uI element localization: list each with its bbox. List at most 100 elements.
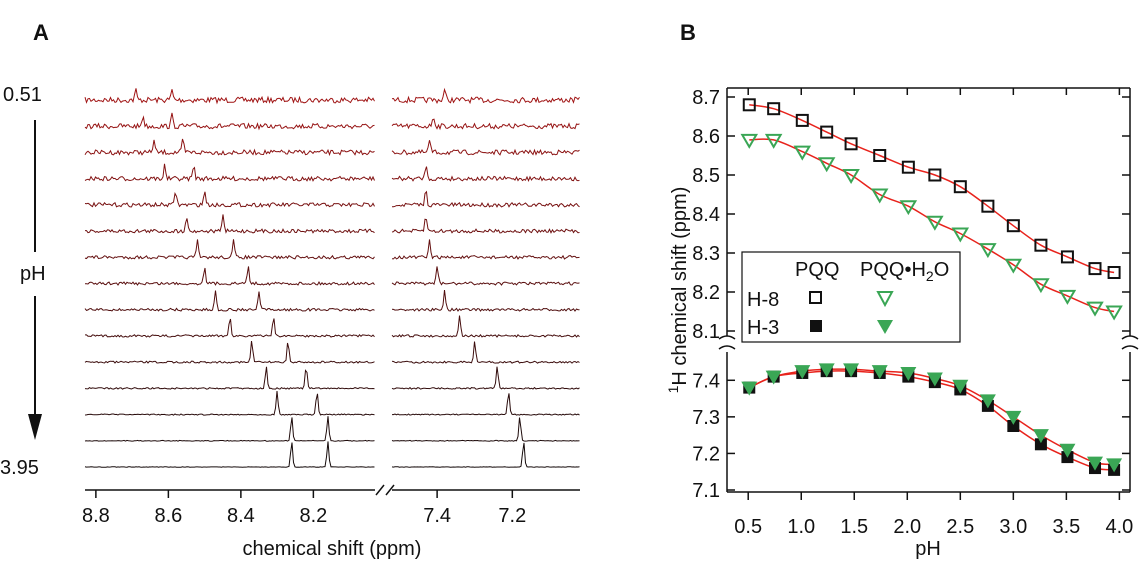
- b-y-tick-label: 8.6: [692, 126, 720, 148]
- spectrum-trace-right: [391, 266, 580, 286]
- b-y-tick-label: 7.4: [692, 370, 720, 392]
- spectrum-trace-right: [391, 366, 580, 390]
- a-x-tick-label: 8.8: [82, 505, 110, 527]
- b-x-tick-label: 3.0: [999, 516, 1027, 538]
- b-data-points: [740, 98, 1123, 476]
- point-h8-pqq: [1107, 266, 1121, 279]
- spectrum-trace-right: [391, 341, 580, 364]
- ph-arrow-label: pH: [20, 263, 46, 285]
- panel-b-letter: B: [680, 20, 696, 45]
- b-y-tick-label: 8.2: [692, 282, 720, 304]
- a-x-axis-break-2: [385, 484, 395, 496]
- b-y-tick-label: 8.5: [692, 165, 720, 187]
- a-x-tick-label: 8.4: [227, 505, 255, 527]
- point-h8-pqq: [844, 137, 858, 151]
- point-h8-pqq-h2o: [1004, 258, 1023, 274]
- point-h8-pqq-h2o: [899, 200, 918, 216]
- spectrum-trace-right: [392, 393, 580, 416]
- point-h8-pqq: [1006, 219, 1020, 233]
- b-x-tick-label: 3.5: [1052, 516, 1080, 538]
- spectrum-trace-left: [84, 163, 375, 183]
- point-h3-pqq-h2o: [818, 363, 835, 378]
- b-x-axis-label: pH: [915, 538, 941, 560]
- point-h8-pqq-h2o: [793, 145, 812, 161]
- a-x-tick-label: 8.6: [154, 505, 182, 527]
- spectrum-trace-left: [85, 214, 375, 234]
- point-h3-pqq-h2o: [1087, 456, 1104, 471]
- legend-col-pqq: PQQ: [795, 259, 839, 281]
- point-h3-pqq-h2o: [952, 379, 969, 394]
- b-y-tick-label: 8.1: [692, 321, 720, 343]
- a-x-tick-label: 7.2: [498, 505, 526, 527]
- a-x-ticks: 8.8 8.6 8.4 8.2 7.4 7.2: [82, 490, 526, 527]
- point-h8-pqq-h2o: [1058, 289, 1077, 305]
- point-h3-pqq-h2o: [794, 365, 811, 380]
- b-x-tick-label: 1.5: [840, 516, 868, 538]
- point-h3-pqq: [1007, 420, 1020, 432]
- point-h8-pqq-h2o: [979, 243, 997, 259]
- b-y-tick-label: 7.1: [692, 480, 720, 502]
- spectrum-trace-right: [391, 140, 580, 156]
- b-y-tick-label: 7.3: [692, 407, 720, 429]
- spectrum-trace-left: [84, 290, 375, 312]
- legend-col-pqq-h2o: PQQ•H2O: [860, 259, 949, 284]
- point-h8-pqq-h2o: [870, 188, 889, 204]
- point-h8-pqq: [742, 98, 756, 112]
- spectrum-trace-right: [391, 290, 580, 312]
- b-x-tick-label: 4.0: [1105, 516, 1133, 538]
- spectrum-trace-left: [84, 341, 375, 364]
- spectrum-trace-right: [391, 417, 580, 442]
- point-h8-pqq-h2o: [926, 215, 944, 231]
- point-h3-pqq-h2o: [1059, 443, 1076, 458]
- legend-row-h3: H-3: [747, 317, 779, 339]
- point-h3-pqq: [1034, 438, 1047, 451]
- spectrum-trace-right: [391, 87, 580, 105]
- spectrum-trace-left: [84, 266, 375, 286]
- point-h8-pqq-h2o: [764, 133, 783, 149]
- b-y-tick-label: 8.4: [692, 204, 720, 226]
- spectrum-trace-left: [84, 441, 375, 468]
- b-x-tick-label: 2.0: [893, 516, 921, 538]
- a-x-axis-break-1: [375, 484, 385, 496]
- b-right-axis-break: [1121, 335, 1139, 350]
- spectrum-trace-left: [84, 391, 375, 416]
- a-x-tick-label: 8.2: [299, 505, 327, 527]
- point-h3-pqq-h2o: [1005, 410, 1022, 425]
- a-x-axis-label: chemical shift (ppm): [243, 538, 422, 560]
- spectrum-trace-left: [84, 138, 375, 157]
- point-h3-pqq-h2o: [765, 370, 782, 385]
- b-y-tick-label: 8.3: [692, 243, 720, 265]
- spectrum-trace-left: [84, 88, 375, 105]
- fit-curve: [749, 104, 1115, 274]
- ph-top-label: 0.51: [3, 84, 42, 106]
- spectrum-trace-left: [84, 416, 375, 442]
- spectrum-trace-left: [84, 366, 375, 390]
- b-y-axis-label: 1H chemical shift (ppm): [665, 187, 691, 394]
- point-h8-pqq: [820, 125, 834, 139]
- b-x-tick-label: 2.5: [946, 516, 974, 538]
- point-h8-pqq-h2o: [842, 169, 860, 184]
- spectra-stack: [84, 87, 580, 468]
- point-h8-pqq: [767, 102, 781, 116]
- legend-marker-h8-pqq-h2o: [876, 291, 894, 308]
- point-h3-pqq-h2o: [843, 363, 860, 378]
- point-h3-pqq-h2o: [979, 394, 996, 409]
- spectrum-trace-right: [391, 442, 580, 468]
- point-h8-pqq-h2o: [951, 227, 970, 243]
- legend-marker-h3-pqq-h2o: [877, 320, 893, 334]
- spectrum-trace-right: [391, 118, 580, 131]
- a-x-tick-label: 7.4: [423, 505, 451, 527]
- b-y-tick-label: 7.2: [692, 443, 720, 465]
- point-h3-pqq-h2o: [926, 372, 943, 387]
- point-h8-pqq: [873, 149, 887, 162]
- spectrum-trace-left: [85, 318, 375, 338]
- legend: PQQ PQQ•H2O H-8 H-3: [741, 251, 961, 343]
- point-h8-pqq: [953, 180, 967, 194]
- point-h3-pqq-h2o: [871, 365, 888, 380]
- b-y-tick-label: 8.7: [692, 87, 720, 109]
- spectrum-trace-left: [84, 191, 375, 208]
- b-x-tick-label: 1.0: [787, 516, 815, 538]
- point-h8-pqq-h2o: [1086, 301, 1104, 317]
- spectrum-trace-right: [391, 315, 580, 338]
- ph-arrow-head: [28, 414, 42, 440]
